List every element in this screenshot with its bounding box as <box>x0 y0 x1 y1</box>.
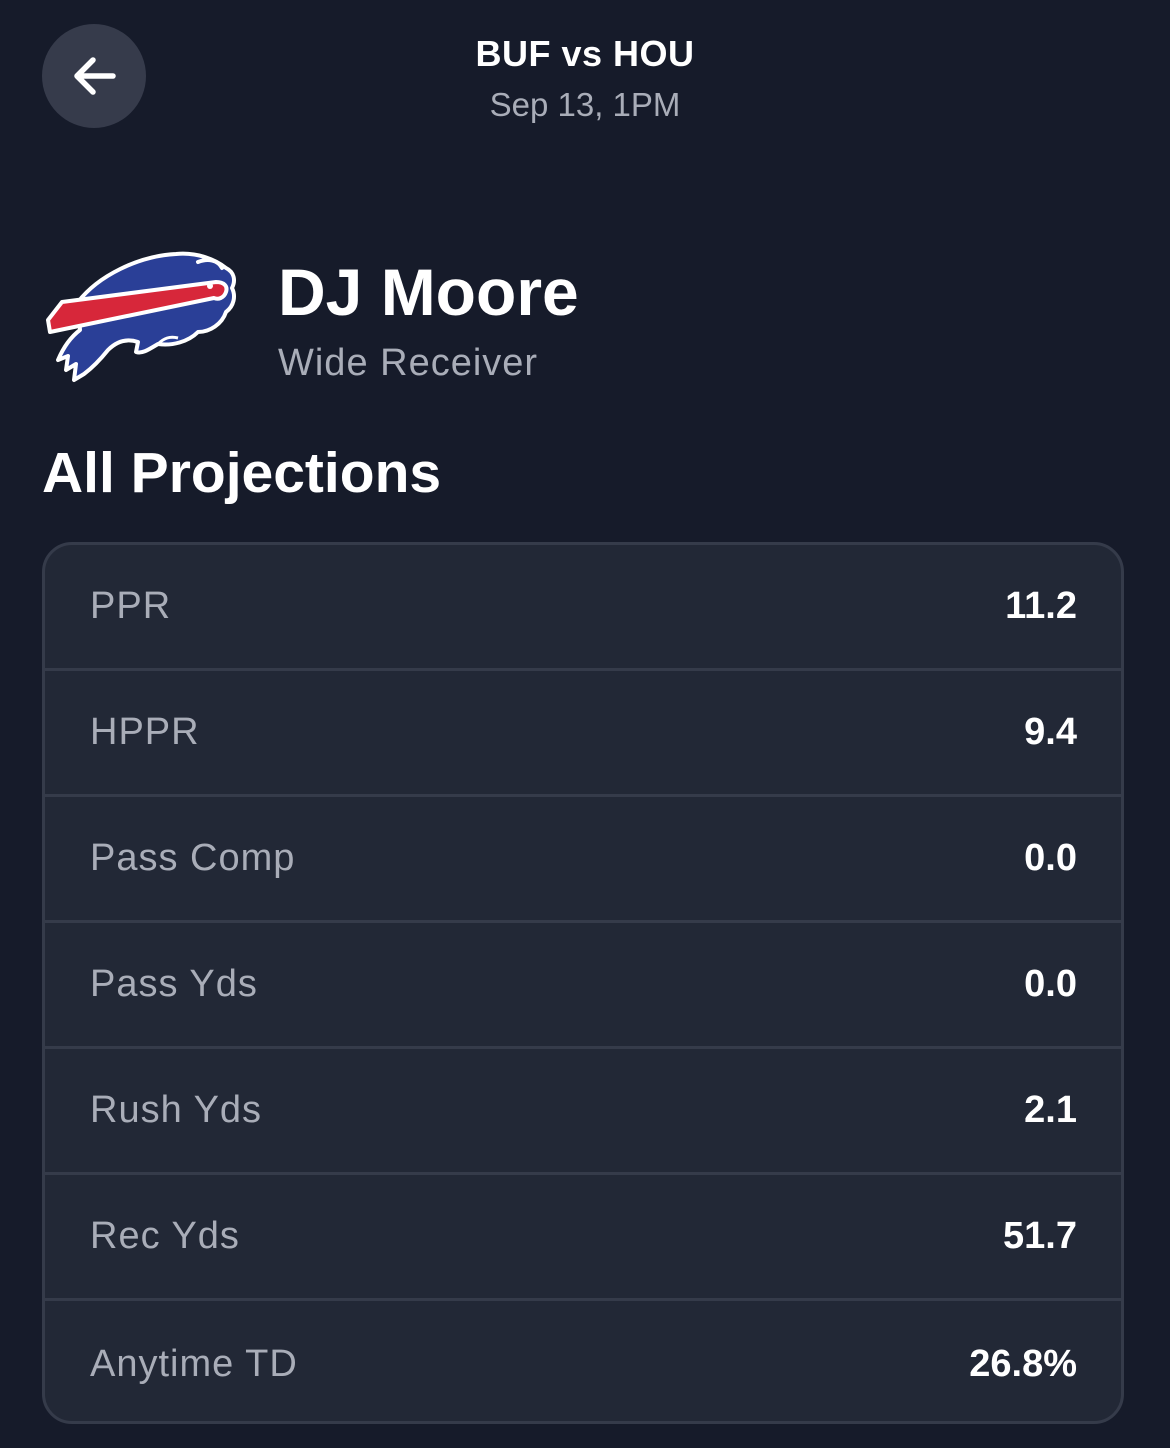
back-button[interactable] <box>42 24 146 128</box>
projection-value: 11.2 <box>1005 585 1077 627</box>
projection-label: PPR <box>90 585 172 627</box>
player-name: DJ Moore <box>278 255 579 329</box>
projection-value: 26.8% <box>969 1342 1077 1385</box>
projections-card: PPR 11.2 HPPR 9.4 Pass Comp 0.0 Pass Yds… <box>42 542 1124 1424</box>
game-header: BUF vs HOU Sep 13, 1PM <box>0 30 1170 130</box>
projection-row-pass-comp: Pass Comp 0.0 <box>45 797 1121 923</box>
projection-label: Pass Comp <box>90 837 296 879</box>
projection-row-pass-yds: Pass Yds 0.0 <box>45 923 1121 1049</box>
projection-row-rec-yds: Rec Yds 51.7 <box>45 1175 1121 1301</box>
projection-label: Anytime TD <box>90 1342 298 1385</box>
team-logo <box>38 246 244 388</box>
player-position: Wide Receiver <box>278 342 539 384</box>
projection-label: Pass Yds <box>90 963 258 1005</box>
projection-row-hppr: HPPR 9.4 <box>45 671 1121 797</box>
projection-label: Rec Yds <box>90 1215 240 1257</box>
arrow-left-icon <box>71 56 117 96</box>
projection-row-ppr: PPR 11.2 <box>45 545 1121 671</box>
projection-row-rush-yds: Rush Yds 2.1 <box>45 1049 1121 1175</box>
section-title: All Projections <box>42 441 442 505</box>
projection-value: 51.7 <box>1003 1215 1077 1257</box>
projection-label: Rush Yds <box>90 1089 263 1131</box>
projection-row-anytime-td: Anytime TD 26.8% <box>45 1301 1121 1421</box>
projection-value: 0.0 <box>1024 837 1077 879</box>
projection-value: 2.1 <box>1024 1089 1077 1131</box>
projection-value: 9.4 <box>1024 711 1077 753</box>
game-time: Sep 13, 1PM <box>489 86 681 123</box>
projection-value: 0.0 <box>1024 963 1077 1005</box>
matchup-title: BUF vs HOU <box>475 33 695 74</box>
projection-label: HPPR <box>90 711 200 753</box>
